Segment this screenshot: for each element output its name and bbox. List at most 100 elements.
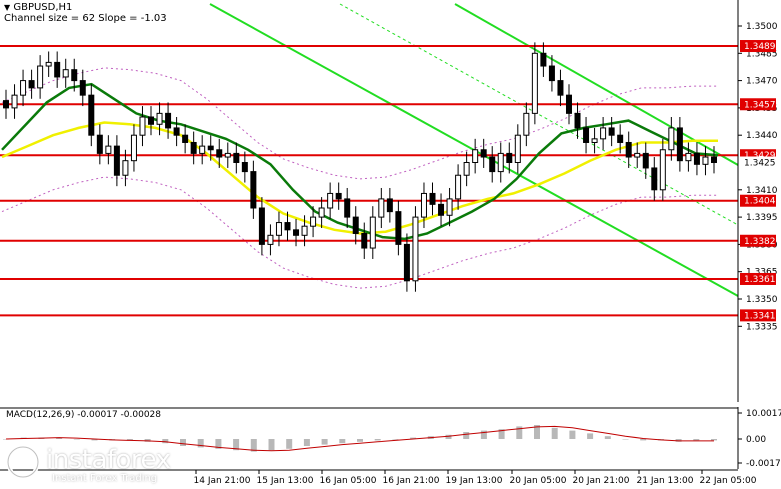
level-tag: 1.3361: [740, 272, 776, 285]
macd-label: MACD(12,26,9) -0.00017 -0.00028: [6, 410, 162, 420]
candle: [651, 157, 658, 201]
candle: [608, 117, 615, 147]
candle: [54, 51, 61, 88]
candle: [548, 55, 555, 92]
candle: [540, 42, 547, 77]
candle: [122, 149, 129, 187]
macd-bar: [321, 439, 328, 445]
time-label: 16 Jan 05:00: [320, 476, 377, 486]
price-tick-label: 1.3440: [746, 131, 778, 141]
candle: [497, 142, 504, 183]
macd-bar: [551, 427, 558, 439]
candle: [293, 218, 300, 247]
candle: [583, 117, 590, 154]
candle: [711, 146, 717, 174]
candle: [693, 142, 700, 176]
candle: [250, 160, 257, 219]
level-tag: 1.3457: [740, 98, 776, 111]
macd-bar: [126, 439, 133, 441]
candle: [489, 146, 496, 183]
current-price-tag: [740, 156, 776, 169]
candle: [574, 102, 581, 139]
level-tag: 1.3341: [740, 309, 776, 322]
candle: [165, 102, 172, 139]
candle: [216, 138, 223, 168]
macd-bar: [410, 437, 417, 439]
candle: [506, 142, 513, 174]
candle: [676, 117, 683, 172]
candle: [378, 187, 385, 229]
candle: [369, 206, 376, 259]
macd-bar: [250, 439, 257, 452]
candle: [617, 124, 624, 154]
candle: [284, 211, 291, 241]
macd-bar: [162, 439, 169, 444]
logo-name: instaforex: [46, 445, 171, 475]
candle: [429, 182, 436, 216]
time-axis: 14 Jan 21:00 15 Jan 13:00 16 Jan 05:00 16 J…: [0, 469, 757, 486]
candle: [190, 131, 197, 165]
level-tag-label: 1.3382: [744, 237, 776, 247]
candle: [182, 124, 189, 154]
macd-bar: [286, 439, 293, 449]
price-tick-label: 1.3350: [746, 295, 778, 305]
candle: [455, 164, 462, 210]
level-tag-label: 1.3404: [744, 197, 776, 207]
candle: [173, 117, 180, 147]
macd-bar: [91, 439, 98, 441]
candle: [600, 117, 607, 150]
macd-bar: [640, 439, 647, 441]
macd-bar: [604, 436, 611, 439]
price-tick-label: 1.3410: [746, 186, 778, 196]
price-tick-label: 1.3500: [746, 22, 778, 32]
candle: [113, 135, 120, 187]
candle: [45, 51, 52, 77]
candle: [344, 187, 351, 229]
candle: [625, 131, 632, 168]
level-tag: 1.3382: [740, 234, 776, 247]
time-label: 15 Jan 13:00: [257, 476, 314, 486]
candle: [105, 135, 112, 165]
macd-bar: [374, 439, 381, 441]
dropdown-arrow-icon[interactable]: ▼: [4, 3, 11, 12]
macd-bar: [569, 430, 576, 439]
symbol-title: ▼ GBPUSD,H1: [4, 2, 167, 13]
macd-bar: [587, 433, 594, 439]
candle: [156, 102, 163, 136]
candle: [11, 84, 18, 119]
price-tick-label: 1.3365: [746, 268, 778, 278]
level-tag-label: 1.3361: [744, 275, 776, 285]
candle: [446, 187, 453, 227]
candle: [301, 215, 308, 247]
candle: [403, 233, 410, 292]
macd-bar: [622, 439, 629, 440]
level-tag-label: 1.3489: [744, 42, 776, 52]
candle: [71, 58, 78, 92]
candle: [96, 124, 103, 165]
candle: [557, 69, 564, 107]
envelope-lower: [1, 176, 718, 289]
candle: [480, 138, 487, 168]
macd-bar: [711, 439, 717, 441]
candle: [565, 84, 572, 125]
level-tag: 1.3404: [740, 194, 776, 207]
candle: [463, 151, 470, 187]
candle: [318, 197, 325, 229]
time-label: 20 Jan 21:00: [573, 476, 630, 486]
candle: [224, 142, 231, 168]
macd-bar: [463, 432, 470, 439]
price-tick-label: 1.3395: [746, 213, 778, 223]
macd-bar: [73, 439, 80, 440]
level-tag-label: 1.3341: [744, 311, 776, 321]
candle: [668, 117, 675, 161]
candle: [20, 69, 27, 107]
channel-upper-line: [454, 3, 739, 166]
price-tick-label: 1.3485: [746, 49, 778, 59]
symbol-label: GBPUSD,H1: [13, 2, 73, 13]
macd-bar: [303, 439, 310, 446]
time-label: 16 Jan 21:00: [383, 476, 440, 486]
candle: [241, 151, 248, 183]
price-chart[interactable]: 1.35001.34851.34701.34551.34401.34101.33…: [0, 0, 781, 402]
candle: [702, 146, 709, 176]
